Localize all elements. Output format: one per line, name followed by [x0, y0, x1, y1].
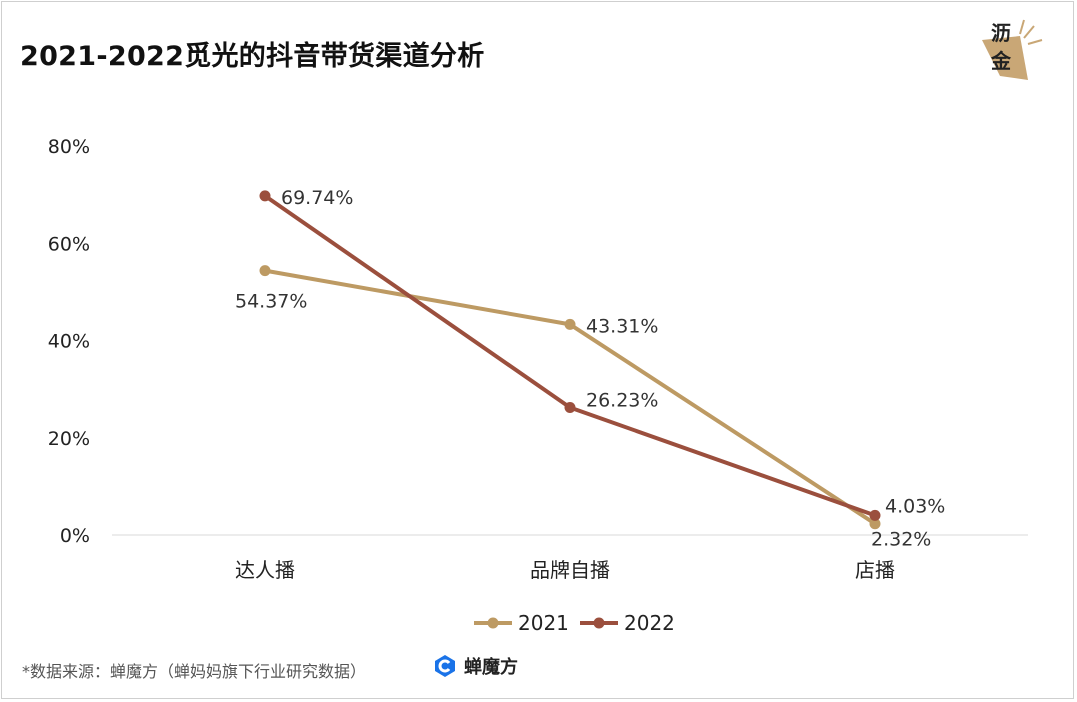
data-point — [259, 190, 271, 202]
lijin-logo-icon — [982, 19, 1043, 80]
logo-text-line2: 金 — [991, 49, 1011, 73]
chanmofang-logo-icon — [435, 655, 455, 677]
data-source-note: *数据来源：蝉魔方（蝉妈妈旗下行业研究数据） — [22, 662, 367, 681]
series-line-2022 — [263, 194, 876, 518]
chart-title: 2021-2022觅光的抖音带货渠道分析 — [20, 41, 485, 72]
logo-text-line1: 沥 — [991, 21, 1011, 45]
x-tick-label: 达人播 — [235, 558, 295, 582]
data-label: 26.23% — [586, 389, 658, 411]
data-label: 69.74% — [281, 187, 353, 209]
series-line-2021 — [264, 268, 877, 526]
x-tick-label: 品牌自播 — [530, 558, 610, 582]
data-label: 2.32% — [871, 529, 931, 551]
y-tick-label: 0% — [60, 525, 90, 547]
y-tick-label: 20% — [48, 428, 90, 450]
data-point — [564, 318, 576, 330]
data-label: 43.31% — [586, 315, 658, 337]
data-point — [869, 509, 881, 521]
brand-logo: 蝉魔方 — [432, 653, 518, 679]
legend-swatch-marker — [487, 617, 499, 629]
data-label: 4.03% — [885, 495, 945, 517]
data-point — [869, 518, 881, 530]
y-tick-label: 80% — [48, 136, 90, 158]
legend-swatch-marker — [593, 617, 605, 629]
y-tick-label: 60% — [48, 233, 90, 255]
data-point — [259, 265, 271, 277]
brand-name: 蝉魔方 — [464, 657, 518, 678]
data-point — [564, 401, 576, 413]
data-label: 54.37% — [235, 291, 307, 313]
legend-label: 2022 — [624, 611, 675, 635]
y-tick-label: 40% — [48, 331, 90, 353]
legend-label: 2021 — [518, 611, 569, 635]
x-tick-label: 店播 — [855, 558, 895, 582]
